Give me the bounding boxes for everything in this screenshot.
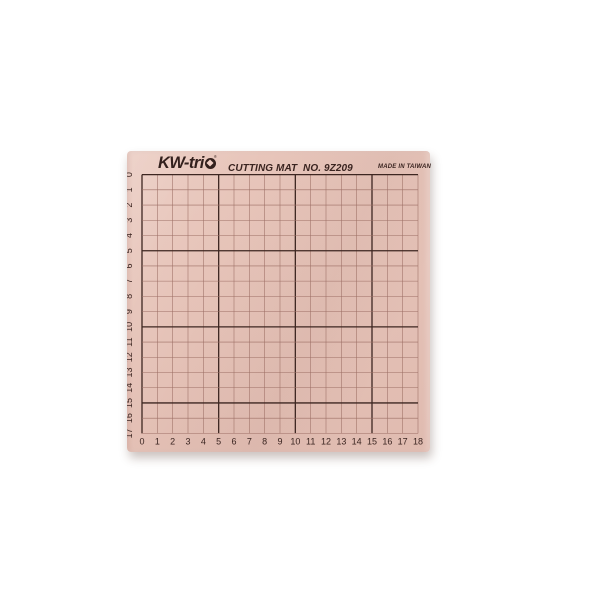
svg-text:0: 0 xyxy=(127,172,134,177)
svg-text:14: 14 xyxy=(127,383,134,393)
svg-text:12: 12 xyxy=(127,352,134,362)
svg-text:13: 13 xyxy=(127,368,134,378)
svg-text:4: 4 xyxy=(127,233,134,238)
svg-text:4: 4 xyxy=(201,436,206,446)
svg-text:6: 6 xyxy=(127,263,134,268)
svg-text:11: 11 xyxy=(127,337,134,346)
svg-text:1: 1 xyxy=(155,436,160,446)
svg-text:1: 1 xyxy=(127,187,134,192)
svg-text:10: 10 xyxy=(290,436,300,446)
svg-text:0: 0 xyxy=(139,436,144,446)
svg-text:17: 17 xyxy=(398,436,408,446)
svg-text:6: 6 xyxy=(231,436,236,446)
svg-text:17: 17 xyxy=(127,428,134,438)
svg-text:9: 9 xyxy=(277,436,282,446)
svg-text:2: 2 xyxy=(127,203,134,208)
svg-text:14: 14 xyxy=(352,436,362,446)
svg-text:11: 11 xyxy=(306,436,315,446)
svg-text:8: 8 xyxy=(262,436,267,446)
svg-text:7: 7 xyxy=(247,436,252,446)
svg-text:18: 18 xyxy=(413,436,423,446)
svg-text:5: 5 xyxy=(216,436,221,446)
svg-text:2: 2 xyxy=(170,436,175,446)
svg-text:7: 7 xyxy=(127,279,134,284)
svg-text:12: 12 xyxy=(321,436,331,446)
svg-text:16: 16 xyxy=(382,436,392,446)
svg-text:15: 15 xyxy=(127,398,134,408)
svg-text:9: 9 xyxy=(127,309,134,314)
svg-text:16: 16 xyxy=(127,413,134,423)
svg-text:3: 3 xyxy=(127,218,134,223)
svg-text:15: 15 xyxy=(367,436,377,446)
svg-text:8: 8 xyxy=(127,294,134,299)
svg-text:13: 13 xyxy=(336,436,346,446)
svg-text:3: 3 xyxy=(185,436,190,446)
svg-text:5: 5 xyxy=(127,248,134,253)
svg-text:10: 10 xyxy=(127,322,134,332)
